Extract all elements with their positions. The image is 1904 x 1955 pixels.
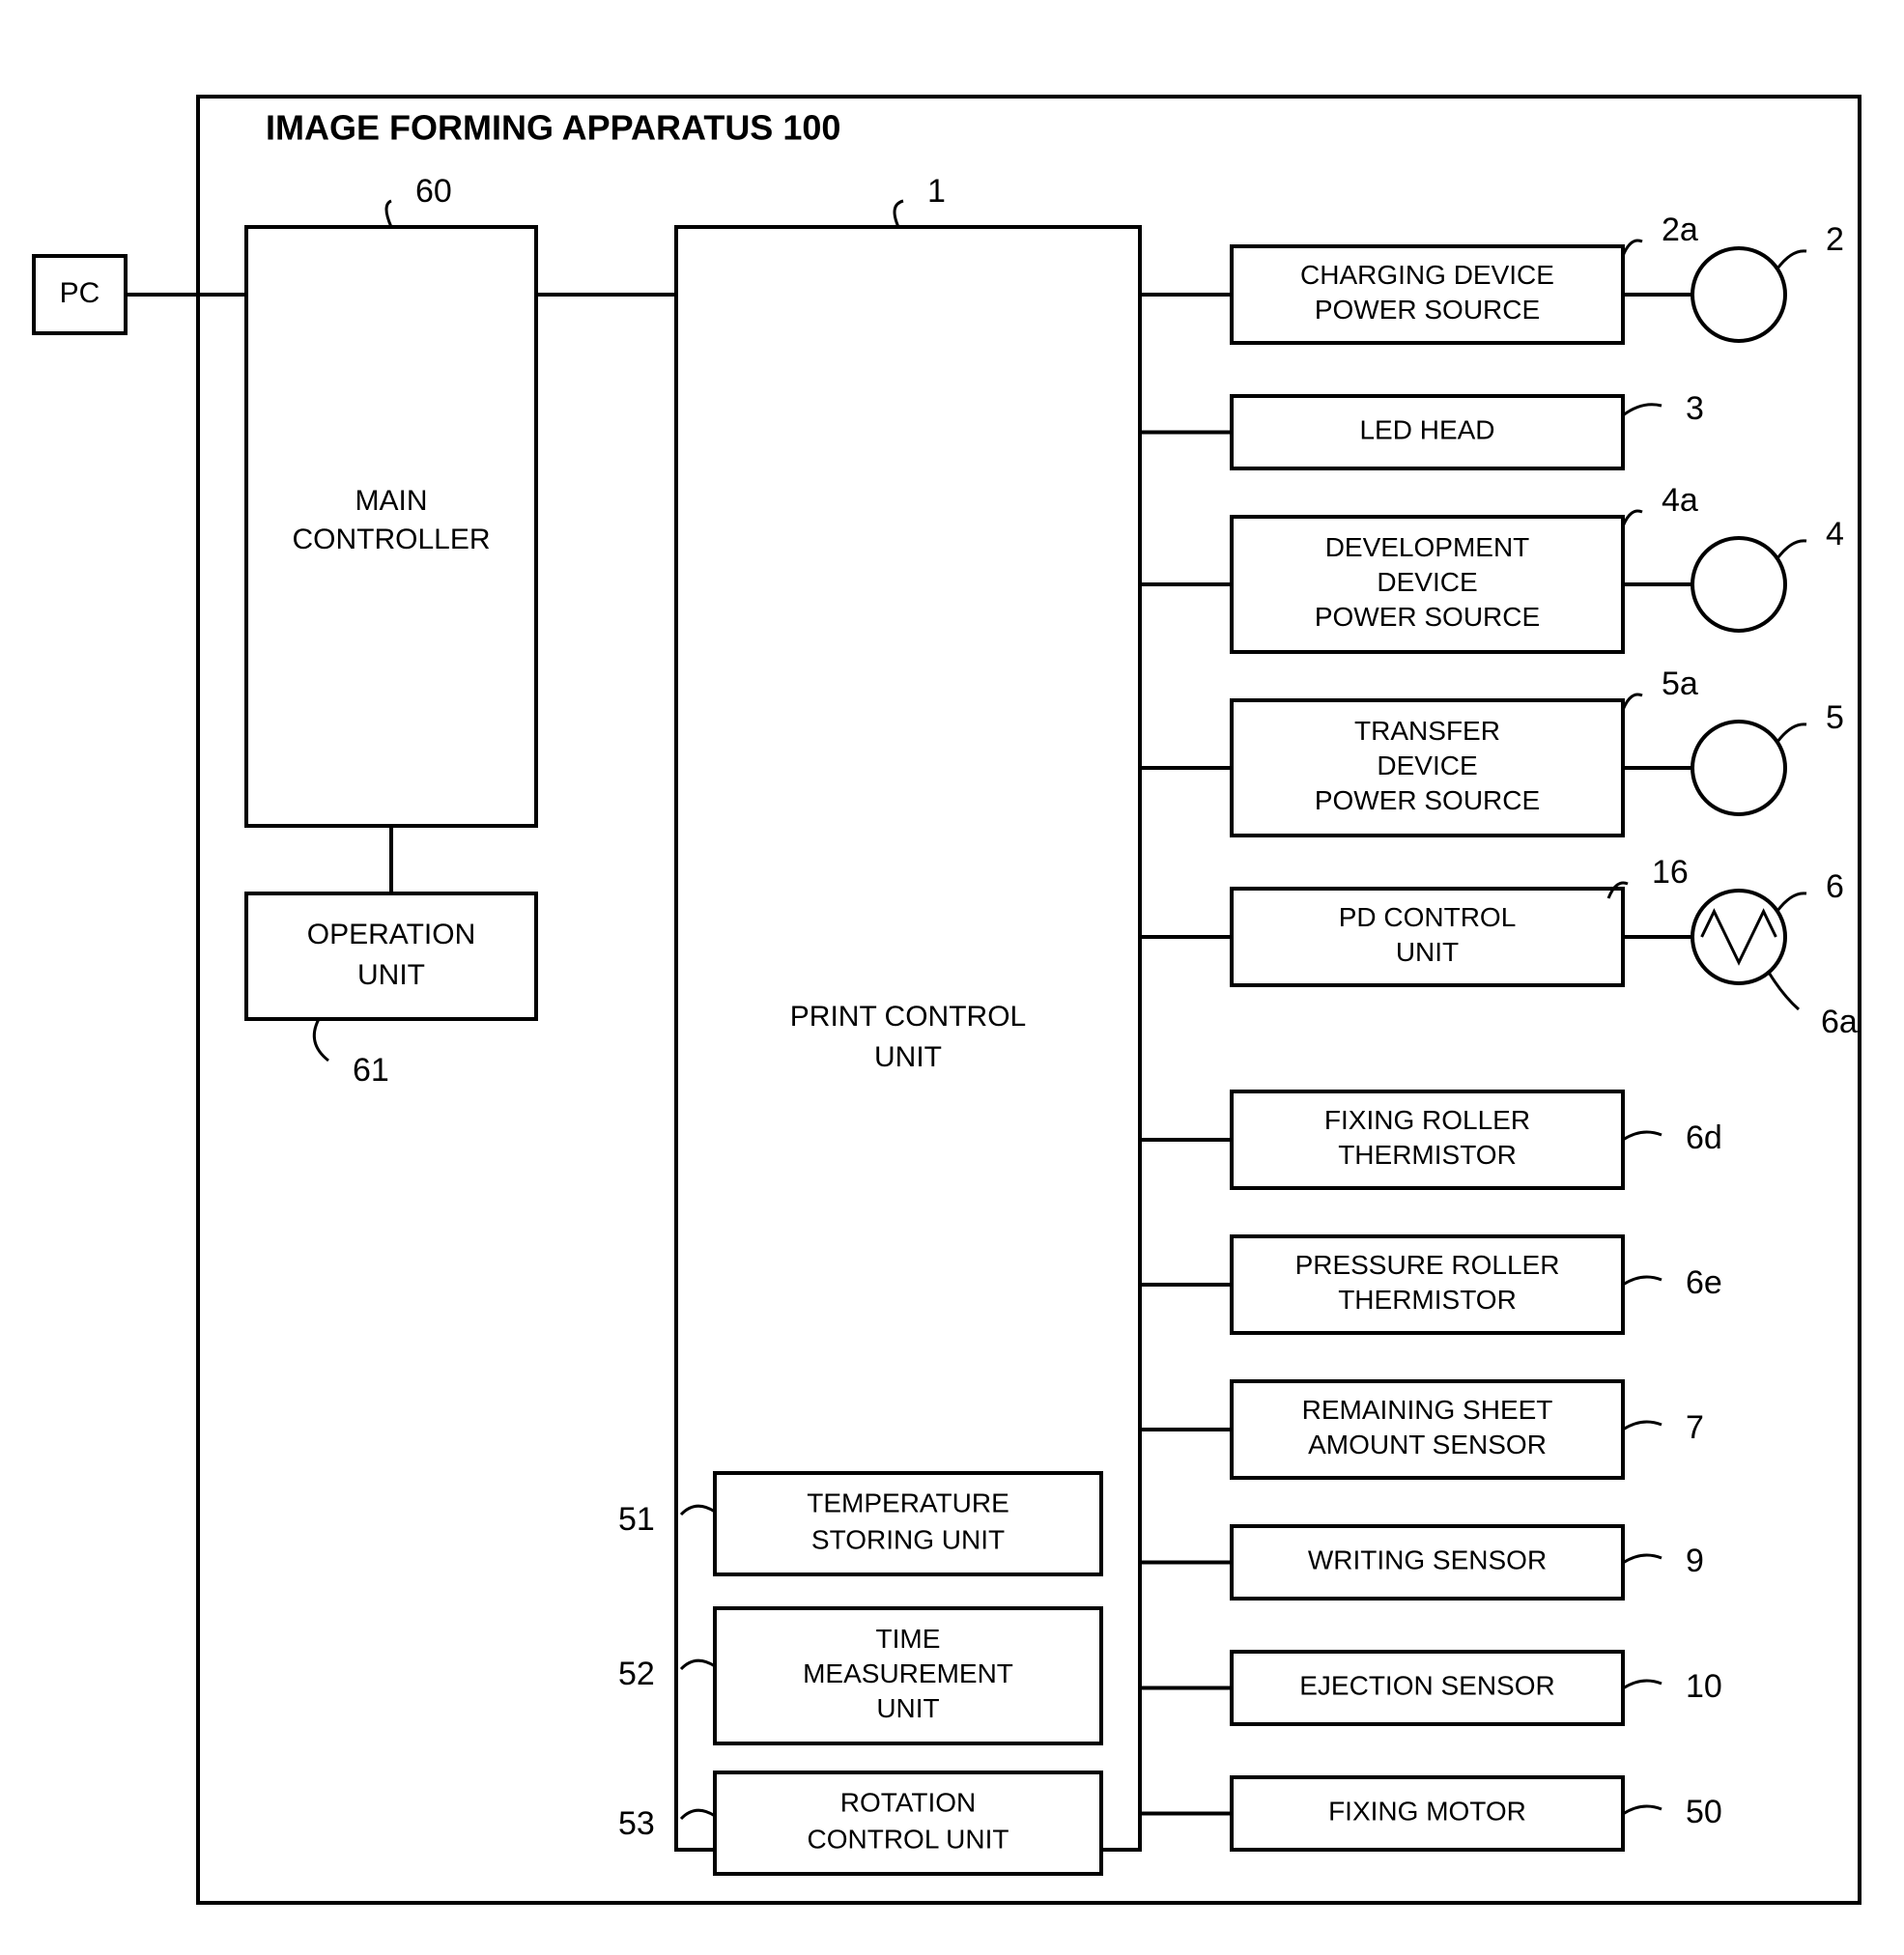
ref-print-control: 1: [927, 173, 946, 210]
ref-transfer_ps-device: 5: [1826, 699, 1844, 736]
ref-led_head: 3: [1686, 390, 1704, 427]
ref-charging_ps-device: 2: [1826, 221, 1844, 258]
ref-pd_ctrl: 16: [1652, 854, 1689, 891]
ref-fixing_motor: 50: [1686, 1794, 1722, 1830]
ref-ejection_sensor: 10: [1686, 1668, 1722, 1705]
ref-dev_ps-device: 4: [1826, 516, 1844, 552]
pd_ctrl-device-circle: [1692, 891, 1785, 983]
ref-remain_sheet: 7: [1686, 1409, 1704, 1446]
writing_sensor-label: WRITING SENSOR: [1308, 1545, 1547, 1575]
operation-unit-box: [246, 893, 536, 1019]
ref-writing_sensor: 9: [1686, 1543, 1704, 1579]
diagram-title: IMAGE FORMING APPARATUS 100: [266, 108, 840, 148]
charging_ps-device-circle: [1692, 248, 1785, 341]
ref-charging_ps: 2a: [1662, 212, 1698, 248]
ref-fix_therm: 6d: [1686, 1119, 1722, 1156]
ref-dev_ps: 4a: [1662, 482, 1698, 519]
ref-pd_ctrl-device2: 6a: [1821, 1004, 1858, 1040]
ejection_sensor-label: EJECTION SENSOR: [1299, 1671, 1554, 1701]
ref-transfer_ps: 5a: [1662, 666, 1698, 702]
led_head-label: LED HEAD: [1359, 415, 1494, 445]
fixing_motor-label: FIXING MOTOR: [1328, 1797, 1526, 1827]
ref-time_meas: 52: [618, 1656, 655, 1692]
ref-main-controller: 60: [415, 173, 452, 210]
ref-press_therm: 6e: [1686, 1264, 1722, 1301]
ref-pd_ctrl-device: 6: [1826, 868, 1844, 905]
ref-operation-unit: 61: [353, 1052, 389, 1089]
dev_ps-device-circle: [1692, 538, 1785, 631]
pc-label: PC: [60, 277, 100, 309]
block-diagram: IMAGE FORMING APPARATUS 100PCMAINCONTROL…: [0, 0, 1904, 1955]
transfer_ps-device-circle: [1692, 722, 1785, 814]
ref-temp_store: 51: [618, 1501, 655, 1538]
ref-rot_ctrl: 53: [618, 1805, 655, 1842]
